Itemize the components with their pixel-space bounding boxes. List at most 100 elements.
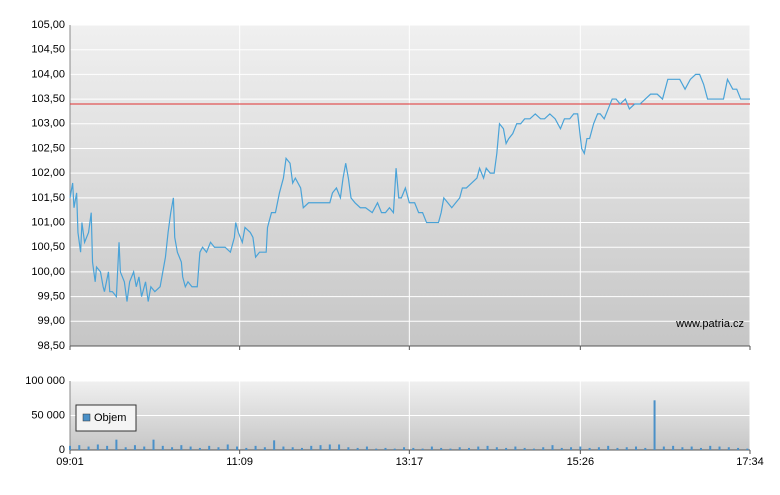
volume-bar: [514, 446, 517, 450]
volume-bar: [189, 446, 192, 450]
volume-bar: [625, 447, 628, 450]
volume-bar: [597, 447, 600, 450]
volume-bar: [143, 446, 146, 450]
volume-bar: [273, 440, 276, 450]
volume-bar: [393, 448, 396, 450]
volume-bar: [477, 446, 480, 450]
volume-bar: [96, 444, 99, 450]
volume-bar: [570, 447, 573, 450]
volume-bar: [635, 446, 638, 450]
y-tick-label: 104,50: [31, 44, 65, 56]
volume-bar: [338, 444, 341, 450]
volume-bar: [523, 447, 526, 450]
volume-bar: [254, 445, 257, 450]
y-tick-label: 101,00: [31, 216, 65, 228]
x-tick-label: 13:17: [396, 456, 424, 468]
legend-label: Objem: [94, 412, 126, 424]
volume-bar: [236, 446, 239, 450]
x-tick-label: 17:34: [736, 456, 764, 468]
volume-bar: [505, 447, 508, 450]
y-tick-label: 100,50: [31, 241, 65, 253]
volume-bar: [87, 446, 90, 450]
volume-bar: [551, 445, 554, 450]
volume-bar: [495, 447, 498, 450]
volume-bar: [152, 439, 155, 450]
volume-bar: [384, 447, 387, 450]
volume-bar: [412, 447, 415, 450]
y-tick-label: 50 000: [31, 409, 65, 421]
y-tick-label: 101,50: [31, 192, 65, 204]
volume-bar: [430, 446, 433, 450]
y-tick-label: 104,00: [31, 68, 65, 80]
price-line: [69, 73, 750, 302]
volume-bar: [171, 447, 174, 450]
volume-bar: [681, 447, 684, 450]
volume-bar: [653, 400, 656, 450]
volume-bar: [198, 447, 201, 450]
watermark: www.patria.cz: [675, 318, 744, 330]
y-tick-label: 102,00: [31, 167, 65, 179]
volume-bar: [690, 446, 693, 450]
y-tick-label: 98,50: [37, 340, 65, 352]
volume-bar: [161, 445, 164, 450]
volume-bar: [607, 445, 610, 450]
volume-bar: [291, 447, 294, 450]
volume-bar: [449, 448, 452, 450]
volume-bar: [644, 447, 647, 450]
volume-bar: [699, 447, 702, 450]
volume-bar: [310, 445, 313, 450]
y-tick-label: 0: [59, 444, 65, 456]
volume-bar: [124, 447, 127, 450]
x-tick-label: 11:09: [226, 456, 253, 468]
volume-bar: [560, 447, 563, 450]
x-tick-label: 15:26: [567, 456, 595, 468]
volume-bar: [709, 445, 712, 450]
volume-bar: [328, 444, 331, 450]
volume-bar: [282, 446, 285, 450]
volume-bar: [727, 447, 730, 450]
x-tick-label: 09:01: [56, 456, 84, 468]
volume-bar: [115, 439, 118, 450]
y-tick-label: 103,50: [31, 93, 65, 105]
volume-bar: [245, 447, 248, 450]
volume-bar: [440, 447, 443, 450]
volume-bar: [542, 447, 545, 450]
volume-bar: [532, 448, 535, 450]
plot-background: [70, 25, 750, 346]
volume-bar: [718, 446, 721, 450]
y-tick-label: 100 000: [25, 375, 65, 387]
y-tick-label: 100,00: [31, 266, 65, 278]
volume-bar: [347, 447, 350, 450]
y-tick-label: 99,50: [37, 291, 65, 303]
volume-bar: [319, 445, 322, 450]
volume-bar: [69, 445, 71, 450]
volume-bar: [180, 445, 183, 450]
y-tick-label: 102,50: [31, 142, 65, 154]
volume-bar: [217, 447, 220, 450]
volume-bar: [208, 445, 211, 450]
legend-swatch: [82, 413, 91, 422]
volume-bar: [375, 448, 378, 450]
volume-bar: [421, 448, 424, 450]
volume-bar: [672, 445, 675, 450]
volume-bar: [226, 444, 229, 450]
volume-bar: [458, 447, 461, 450]
volume-bar: [467, 447, 470, 450]
volume-bar: [78, 445, 81, 450]
volume-bar: [588, 447, 591, 450]
volume-bar: [662, 446, 665, 450]
y-tick-label: 105,00: [31, 19, 65, 31]
volume-bar: [486, 445, 489, 450]
y-tick-label: 103,00: [31, 118, 65, 130]
volume-bar: [365, 446, 368, 450]
volume-bar: [300, 447, 303, 450]
volume-bar: [746, 448, 749, 450]
volume-bar: [616, 447, 619, 450]
volume-bar: [133, 445, 136, 450]
volume-bar: [263, 447, 266, 450]
volume-bar: [106, 445, 109, 450]
volume-bar: [579, 446, 582, 450]
y-tick-label: 99,00: [37, 315, 65, 327]
volume-bar: [737, 447, 740, 450]
